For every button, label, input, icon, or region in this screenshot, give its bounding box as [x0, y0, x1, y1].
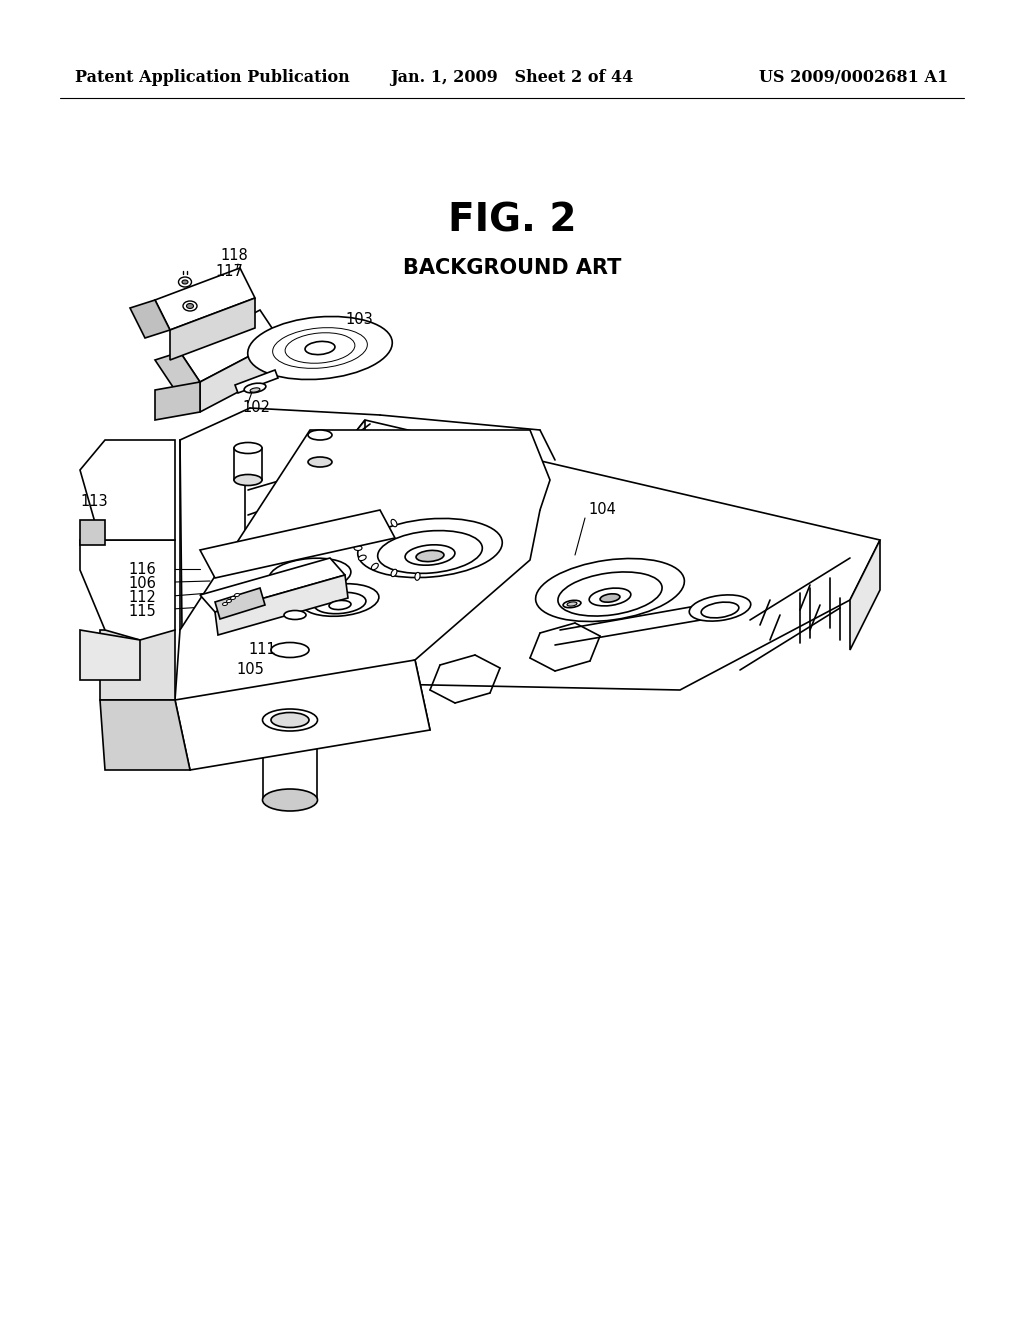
Ellipse shape — [372, 527, 378, 533]
Polygon shape — [130, 300, 170, 338]
Ellipse shape — [372, 564, 378, 570]
Text: 117: 117 — [215, 264, 243, 280]
Ellipse shape — [186, 304, 194, 309]
Polygon shape — [80, 630, 140, 680]
Polygon shape — [175, 430, 550, 730]
Ellipse shape — [248, 317, 392, 380]
Ellipse shape — [301, 583, 379, 616]
Text: 116: 116 — [128, 562, 156, 578]
Ellipse shape — [558, 572, 663, 616]
Ellipse shape — [230, 597, 236, 599]
Ellipse shape — [234, 474, 262, 486]
Ellipse shape — [183, 301, 197, 312]
Ellipse shape — [415, 573, 420, 581]
Ellipse shape — [226, 599, 231, 602]
Polygon shape — [155, 352, 200, 389]
Ellipse shape — [269, 558, 351, 591]
Ellipse shape — [358, 556, 367, 561]
Text: 102: 102 — [242, 400, 270, 416]
Text: 104: 104 — [588, 503, 615, 517]
Ellipse shape — [284, 610, 306, 619]
Polygon shape — [170, 298, 255, 360]
Text: FIG. 2: FIG. 2 — [447, 201, 577, 239]
Ellipse shape — [271, 643, 309, 657]
Polygon shape — [185, 420, 880, 690]
Polygon shape — [155, 268, 255, 330]
Ellipse shape — [600, 594, 620, 602]
Ellipse shape — [182, 280, 188, 284]
Ellipse shape — [222, 602, 227, 606]
Polygon shape — [80, 540, 175, 640]
Ellipse shape — [271, 713, 309, 727]
Text: 103: 103 — [345, 313, 373, 327]
Polygon shape — [175, 660, 430, 770]
Polygon shape — [80, 520, 105, 545]
Ellipse shape — [262, 709, 317, 731]
Polygon shape — [850, 540, 880, 649]
Ellipse shape — [305, 342, 335, 355]
Polygon shape — [180, 310, 280, 381]
Text: BACKGROUND ART: BACKGROUND ART — [402, 257, 622, 279]
Text: 115: 115 — [128, 605, 156, 619]
Polygon shape — [100, 630, 175, 700]
Ellipse shape — [283, 566, 338, 589]
Text: Patent Application Publication: Patent Application Publication — [75, 70, 350, 87]
Ellipse shape — [357, 519, 502, 578]
Polygon shape — [155, 381, 200, 420]
Ellipse shape — [536, 558, 684, 622]
Text: Jan. 1, 2009   Sheet 2 of 44: Jan. 1, 2009 Sheet 2 of 44 — [390, 70, 634, 87]
Polygon shape — [200, 341, 280, 412]
Ellipse shape — [358, 536, 367, 541]
Polygon shape — [215, 576, 348, 635]
Ellipse shape — [272, 327, 368, 368]
Ellipse shape — [244, 383, 266, 393]
Text: 112: 112 — [128, 590, 156, 606]
Text: US 2009/0002681 A1: US 2009/0002681 A1 — [759, 70, 948, 87]
Ellipse shape — [354, 545, 362, 550]
Polygon shape — [185, 420, 365, 730]
Polygon shape — [234, 370, 278, 393]
Ellipse shape — [391, 519, 397, 527]
Ellipse shape — [589, 589, 631, 606]
Ellipse shape — [391, 569, 397, 577]
Polygon shape — [215, 587, 265, 619]
Ellipse shape — [567, 602, 577, 606]
Ellipse shape — [314, 593, 366, 614]
Ellipse shape — [262, 789, 317, 810]
Text: 113: 113 — [80, 495, 108, 510]
Text: 106: 106 — [128, 577, 156, 591]
Ellipse shape — [308, 430, 332, 440]
Ellipse shape — [701, 602, 739, 618]
Ellipse shape — [329, 601, 351, 610]
Text: 111: 111 — [248, 643, 275, 657]
Ellipse shape — [416, 550, 444, 561]
Polygon shape — [80, 440, 175, 540]
Ellipse shape — [234, 594, 240, 597]
Ellipse shape — [285, 333, 355, 363]
Ellipse shape — [689, 595, 751, 622]
Ellipse shape — [406, 545, 455, 565]
Ellipse shape — [378, 531, 482, 573]
Polygon shape — [200, 558, 345, 612]
Text: 105: 105 — [236, 663, 264, 677]
Ellipse shape — [250, 388, 260, 392]
Text: 118: 118 — [220, 248, 248, 264]
Polygon shape — [100, 700, 190, 770]
Ellipse shape — [298, 576, 322, 585]
Ellipse shape — [234, 442, 262, 454]
Ellipse shape — [563, 601, 581, 607]
Ellipse shape — [308, 457, 332, 467]
Polygon shape — [200, 510, 395, 578]
Ellipse shape — [178, 277, 191, 286]
